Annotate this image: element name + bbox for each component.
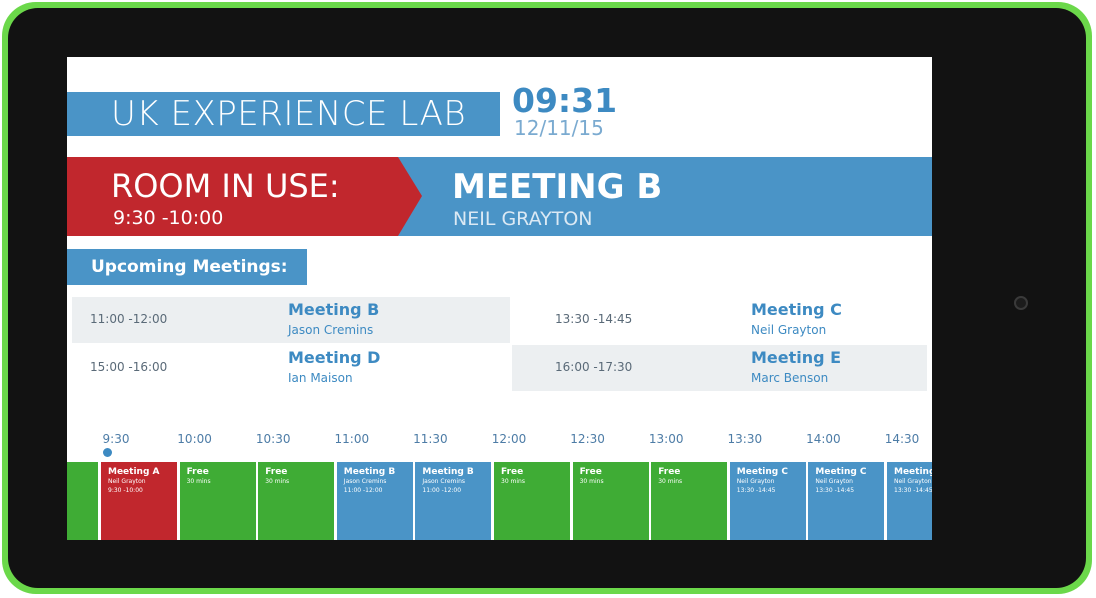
timeline-block-line1: Neil Grayton (815, 478, 853, 485)
timeline-tick: 13:30 (727, 432, 763, 446)
timeline-block-line1: 30 mins (186, 478, 211, 485)
timeline-block-line1: 30 mins (501, 478, 525, 485)
timeline-tick: 11:00 (334, 432, 370, 446)
current-meeting-organizer: NEIL GRAYTON (453, 208, 593, 230)
timeline-block-line1: Neil Grayton (736, 478, 775, 485)
camera-icon (1014, 296, 1028, 310)
timeline-block[interactable]: Free 30 mins (179, 462, 256, 540)
upcoming-meeting-item[interactable]: 15:00 -16:00 Meeting D Ian Maison (72, 345, 510, 391)
upcoming-meeting-item[interactable]: 13:30 -14:45 Meeting C Neil Grayton (512, 297, 927, 343)
timeline-block-line1: 30 mins (658, 478, 683, 485)
timeline-block-title: Meeting C (815, 467, 867, 477)
timeline-tick: 14:00 (806, 432, 841, 446)
upcoming-meeting-item[interactable]: 11:00 -12:00 Meeting B Jason Cremins (72, 297, 510, 343)
timeline-tick: 10:30 (255, 432, 291, 446)
current-time-marker (103, 448, 112, 457)
room-status-time: 9:30 -10:00 (113, 207, 224, 229)
current-meeting-title: MEETING B (452, 167, 663, 207)
timeline-block-line2: 11:00 -12:00 (422, 487, 462, 494)
arrow-right-icon (398, 157, 422, 236)
page-title: UK EXPERIENCE LAB (67, 92, 500, 136)
timeline-tick: 12:00 (491, 432, 527, 446)
timeline-block-title: Free (186, 467, 209, 477)
timeline-block-title: Meeting B (422, 467, 474, 477)
timeline-block[interactable]: Free 30 mins (494, 462, 570, 540)
timeline-block-title: Free (658, 467, 681, 477)
timeline-tick: 11:30 (413, 432, 448, 446)
upcoming-meeting-item[interactable]: 16:00 -17:30 Meeting E Marc Benson (512, 345, 927, 391)
timeline-block[interactable]: Meeting B Jason Cremins 11:00 -12:00 (415, 462, 492, 540)
room-display-screen: UK EXPERIENCE LAB 09:31 12/11/15 ROOM IN… (67, 57, 932, 540)
date: 12/11/15 (514, 116, 604, 140)
timeline-block-line2: 13:30 -14:45 (736, 487, 776, 494)
timeline-block-line1: 30 mins (265, 478, 290, 485)
meeting-name: Meeting B (288, 300, 380, 319)
current-meeting-banner (398, 157, 932, 236)
timeline-block-line1: Neil Grayton (894, 478, 932, 485)
timeline-tick: 12:30 (570, 432, 605, 446)
meeting-time: 15:00 -16:00 (90, 360, 168, 374)
timeline-tick: 9:30 (102, 432, 130, 446)
timeline-block-title: Free (265, 467, 288, 477)
timeline-tick: 10:00 (177, 432, 212, 446)
timeline-block[interactable]: Free 30 mins (258, 462, 335, 540)
timeline-block-line1: Jason Cremins (422, 478, 465, 485)
clock: 09:31 (512, 81, 618, 120)
timeline-block-title: Meeting C (736, 467, 788, 477)
meeting-time: 13:30 -14:45 (555, 312, 633, 326)
timeline-block[interactable]: Free 30 mins (572, 462, 649, 540)
timeline-tick: 13:00 (648, 432, 684, 446)
timeline-tick: 14:30 (884, 432, 920, 446)
timeline-block-partial (67, 462, 98, 540)
meeting-time: 11:00 -12:00 (90, 312, 168, 326)
timeline-block-line1: 30 mins (579, 478, 604, 485)
timeline-block-line2: 13:30 -14:45 (894, 487, 932, 494)
meeting-organizer: Marc Benson (751, 371, 829, 385)
room-status-label: ROOM IN USE: (111, 167, 340, 205)
timeline-block-title: Free (579, 467, 602, 477)
timeline-block-title: Meeting C (894, 467, 932, 477)
upcoming-meetings-heading: Upcoming Meetings: (67, 249, 307, 285)
meeting-organizer: Neil Grayton (751, 323, 827, 337)
timeline-block-line1: Neil Grayton (108, 478, 146, 485)
timeline-block[interactable]: Meeting A Neil Grayton 9:30 -10:00 (101, 462, 177, 540)
timeline-block-line2: 13:30 -14:45 (815, 487, 855, 494)
timeline-block-line1: Jason Cremins (343, 478, 387, 485)
timeline-block-line2: 11:00 -12:00 (343, 487, 383, 494)
timeline-block-title: Free (501, 467, 524, 477)
room-status-banner (67, 157, 398, 236)
timeline-block[interactable]: Free 30 mins (651, 462, 728, 540)
meeting-organizer: Ian Maison (288, 371, 353, 385)
meeting-name: Meeting D (288, 348, 381, 367)
timeline-block-title: Meeting B (343, 467, 396, 477)
meeting-name: Meeting E (751, 348, 842, 367)
timeline-block-title: Meeting A (108, 467, 160, 477)
meeting-name: Meeting C (751, 300, 842, 319)
timeline-block[interactable]: Meeting B Jason Cremins 11:00 -12:00 (336, 462, 413, 540)
meeting-time: 16:00 -17:30 (555, 360, 633, 374)
timeline-block-line2: 9:30 -10:00 (108, 487, 143, 494)
meeting-organizer: Jason Cremins (288, 323, 374, 337)
